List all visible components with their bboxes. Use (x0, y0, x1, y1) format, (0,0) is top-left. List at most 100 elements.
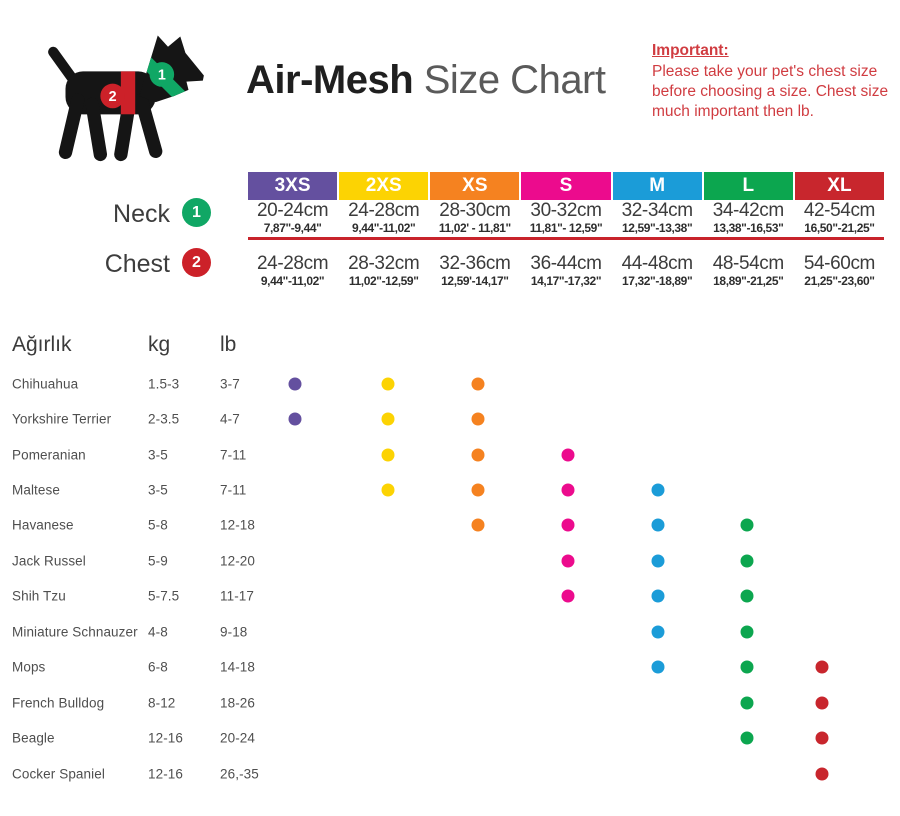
size-dot-S (561, 518, 575, 532)
size-header-S: S (521, 172, 611, 200)
neck-value-3XS: 20-24cm 7,87"-9,44" (248, 200, 337, 235)
size-header-M: M (612, 172, 702, 200)
size-dot-L (740, 554, 754, 568)
breed-row: Chihuahua 1.5-3 3-7 (0, 366, 900, 401)
chest-value-2XS: 28-32cm 11,02"-12,59" (339, 253, 428, 288)
size-header-XL: XL (794, 172, 884, 200)
neck-inch: 11,81"- 12,59" (529, 221, 603, 235)
size-dot-L (740, 518, 754, 532)
breed-kg: 4-8 (148, 624, 168, 640)
chest-inch: 11,02"-12,59" (348, 274, 419, 288)
important-heading: Important: (652, 42, 729, 59)
page-title: Air-Mesh Size Chart (246, 58, 606, 103)
breed-row: Pomeranian 3-5 7-11 (0, 437, 900, 472)
chest-cm: 48-54cm (712, 253, 785, 274)
header-lb: lb (220, 333, 237, 356)
breed-kg: 5-7.5 (148, 588, 180, 604)
size-dot-3XS (288, 377, 302, 391)
breed-name: Yorkshire Terrier (12, 411, 112, 427)
chest-value-M: 44-48cm 17,32"-18,89" (613, 253, 702, 288)
chest-value-XS: 32-36cm 12,59'-14,17" (430, 253, 519, 288)
breed-fit-table: Ağırlık kg lb Chihuahua 1.5-3 3-7 Yorksh… (0, 333, 900, 791)
chest-value-3XS: 24-28cm 9,44"-11,02" (248, 253, 337, 288)
breed-row: Yorkshire Terrier 2-3.5 4-7 (0, 401, 900, 436)
breed-kg: 12-16 (148, 730, 184, 746)
size-dot-S (561, 448, 575, 462)
size-dot-2XS (381, 412, 395, 426)
neck-cm: 34-42cm (712, 200, 785, 221)
chest-inch: 21,25"-23,60" (804, 274, 875, 288)
chest-cm: 32-36cm (439, 253, 511, 274)
breed-name: Cocker Spaniel (12, 766, 105, 782)
breed-lb: 11-17 (220, 588, 255, 604)
chest-inch: 18,89"-21,25" (713, 274, 784, 288)
breed-lb: 18-26 (220, 695, 256, 711)
breed-table-headers: Ağırlık kg lb (0, 333, 900, 366)
neck-inch: 12,59"-13,38" (622, 221, 693, 235)
neck-value-2XS: 24-28cm 9,44"-11,02" (339, 200, 428, 235)
neck-value-S: 30-32cm 11,81"- 12,59" (521, 200, 610, 235)
size-header-2XS: 2XS (339, 172, 429, 200)
breed-lb: 12-20 (220, 553, 256, 569)
neck-cm: 32-34cm (621, 200, 694, 221)
breed-kg: 6-8 (148, 659, 168, 675)
breed-row: Beagle 12-16 20-24 (0, 720, 900, 755)
neck-inch: 16,50"-21,25" (804, 221, 875, 235)
size-dot-L (740, 660, 754, 674)
chest-inch: 9,44"-11,02" (260, 274, 325, 288)
size-header-XS: XS (430, 172, 520, 200)
neck-value-M: 32-34cm 12,59"-13,38" (613, 200, 702, 235)
breed-kg: 8-12 (148, 695, 176, 711)
breed-row: Jack Russel 5-9 12-20 (0, 543, 900, 578)
neck-label: Neck (113, 200, 170, 228)
neck-inch: 9,44"-11,02" (352, 221, 416, 235)
neck-marker-number: 1 (192, 203, 201, 221)
breed-name: Shih Tzu (12, 588, 66, 604)
breed-lb: 12-18 (220, 517, 256, 533)
breed-row: Shih Tzu 5-7.5 11-17 (0, 579, 900, 614)
breed-kg: 3-5 (148, 482, 168, 498)
size-dot-3XS (288, 412, 302, 426)
size-header-3XS: 3XS (248, 172, 338, 200)
size-dot-S (561, 554, 575, 568)
breed-name: Mops (12, 659, 46, 675)
size-dot-XS (471, 412, 485, 426)
breed-lb: 26,-35 (220, 766, 259, 782)
breed-name: Maltese (12, 482, 60, 498)
breed-row: Mops 6-8 14-18 (0, 650, 900, 685)
breed-rows: Chihuahua 1.5-3 3-7 Yorkshire Terrier 2-… (0, 366, 900, 791)
breed-lb: 9-18 (220, 624, 248, 640)
svg-text:1: 1 (158, 68, 166, 84)
breed-lb: 4-7 (220, 411, 240, 427)
neck-value-XL: 42-54cm 16,50"-21,25" (795, 200, 884, 235)
size-dot-M (651, 589, 665, 603)
neck-cm: 42-54cm (803, 200, 876, 221)
neck-values-row: 20-24cm 7,87"-9,44" 24-28cm 9,44"-11,02"… (248, 200, 884, 235)
size-dot-M (651, 483, 665, 497)
size-dot-L (740, 589, 754, 603)
breed-kg: 3-5 (148, 447, 168, 463)
breed-row: Miniature Schnauzer 4-8 9-18 (0, 614, 900, 649)
dog-harness-diagram: 1 2 (48, 35, 204, 162)
important-body: Please take your pet's chest size before… (652, 63, 889, 121)
title-brand: Air-Mesh (246, 58, 414, 102)
chest-values-row: 24-28cm 9,44"-11,02" 28-32cm 11,02"-12,5… (248, 253, 884, 288)
chest-band (120, 67, 136, 115)
title-rest: Size Chart (413, 58, 606, 102)
size-dot-XL (815, 731, 829, 745)
breed-name: Havanese (12, 517, 74, 533)
breed-lb: 7-11 (220, 482, 247, 498)
breed-name: Miniature Schnauzer (12, 624, 138, 640)
chest-value-L: 48-54cm 18,89"-21,25" (704, 253, 793, 288)
size-dot-M (651, 554, 665, 568)
breed-kg: 5-9 (148, 553, 168, 569)
neck-inch: 13,38"-16,53" (713, 221, 784, 235)
breed-row: Cocker Spaniel 12-16 26,-35 (0, 756, 900, 791)
size-dot-M (651, 625, 665, 639)
breed-kg: 12-16 (148, 766, 184, 782)
diagram-neck-marker: 1 (149, 62, 175, 87)
size-dot-S (561, 483, 575, 497)
neck-cm: 24-28cm (348, 200, 420, 221)
breed-row: French Bulldog 8-12 18-26 (0, 685, 900, 720)
